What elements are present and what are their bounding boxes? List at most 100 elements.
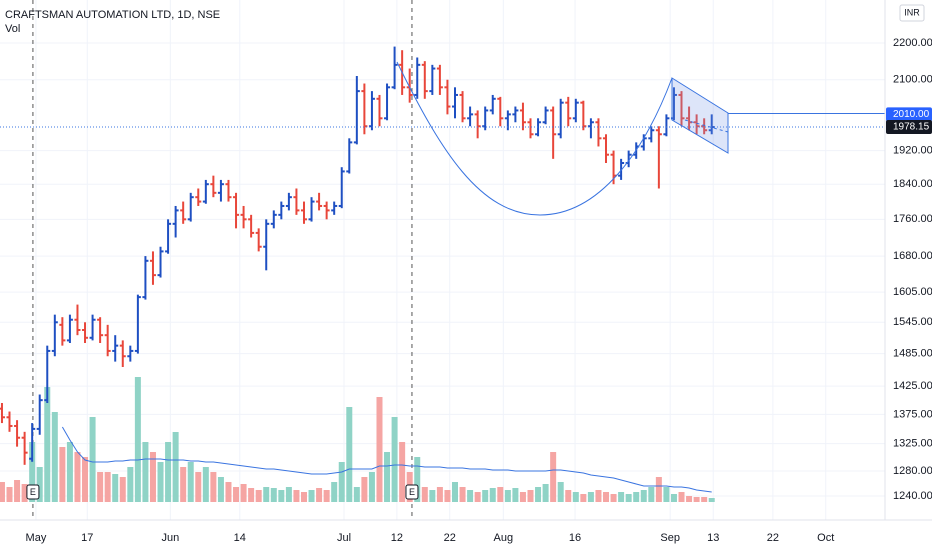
volume-bar xyxy=(648,487,655,502)
currency-box[interactable] xyxy=(899,4,925,22)
x-tick-label: 14 xyxy=(234,532,246,544)
volume-bar xyxy=(172,432,179,502)
volume-bar xyxy=(421,487,428,502)
volume-pane xyxy=(0,377,715,502)
y-tick-label: 1485.00 xyxy=(893,347,932,359)
volume-bar xyxy=(82,457,89,502)
y-tick-label: 1605.00 xyxy=(893,286,932,298)
y-tick-label: 1280.00 xyxy=(893,465,932,477)
volume-bar xyxy=(338,462,345,502)
volume-bar xyxy=(217,477,224,502)
volume-bar xyxy=(497,487,504,502)
volume-bar xyxy=(376,397,383,502)
y-tick-label: 1545.00 xyxy=(893,316,932,328)
volume-bar xyxy=(467,490,474,502)
volume-bar xyxy=(686,496,693,502)
volume-bar xyxy=(489,488,496,502)
volume-bar xyxy=(119,477,126,502)
volume-bar xyxy=(527,490,534,502)
volume-bar xyxy=(618,492,625,502)
volume-bar xyxy=(603,492,610,502)
volume-bar xyxy=(112,474,119,502)
volume-bar xyxy=(14,480,21,502)
price-axis xyxy=(885,0,932,550)
event-box xyxy=(405,484,419,500)
x-tick-label: 22 xyxy=(767,532,779,544)
x-tick-label: Sep xyxy=(660,532,680,544)
volume-bar xyxy=(580,494,587,502)
volume-bar xyxy=(308,490,315,502)
currency[interactable]: INR xyxy=(904,7,920,17)
volume-bar xyxy=(399,442,406,502)
volume-bar xyxy=(587,492,594,502)
volume-bar xyxy=(633,492,640,502)
x-tick-label: 12 xyxy=(391,532,403,544)
volume-bar xyxy=(21,484,28,502)
cup-curve xyxy=(396,61,673,216)
volume-bar xyxy=(195,472,202,502)
volume-bar xyxy=(89,417,96,502)
volume-bar xyxy=(255,490,262,502)
volume-bar xyxy=(36,467,43,502)
volume-bar xyxy=(225,482,232,502)
x-tick-label: 16 xyxy=(569,532,581,544)
volume-bar xyxy=(625,494,632,502)
volume-bar xyxy=(535,487,542,502)
volume-bar xyxy=(670,494,677,502)
volume-bar xyxy=(512,488,519,502)
x-tick-label: 22 xyxy=(444,532,456,544)
volume-bar xyxy=(436,487,443,502)
volume-bar xyxy=(270,488,277,502)
volume-bar xyxy=(557,482,564,502)
volume-bar xyxy=(663,487,670,502)
y-tick-label: 1920.00 xyxy=(893,144,932,156)
x-tick-label: Oct xyxy=(817,532,834,544)
y-tick-label: 2200.00 xyxy=(893,37,932,49)
volume-bar xyxy=(97,472,104,502)
price-label: 1978.15 xyxy=(893,122,930,133)
volume-bar xyxy=(127,467,134,502)
volume-bar xyxy=(542,484,549,502)
volume-bar xyxy=(248,488,255,502)
volume-bar xyxy=(0,482,5,502)
y-tick-label: 1760.00 xyxy=(893,213,932,225)
y-tick-label: 1325.00 xyxy=(893,438,932,450)
y-tick-label: 1840.00 xyxy=(893,178,932,190)
volume-bar xyxy=(157,462,164,502)
y-tick-label: 1680.00 xyxy=(893,250,932,262)
volume-bar xyxy=(504,490,511,502)
price-label: 2010.00 xyxy=(893,109,930,120)
volume-bar xyxy=(142,442,149,502)
volume-bar xyxy=(202,467,209,502)
chart-title: CRAFTSMAN AUTOMATION LTD, 1D, NSE xyxy=(5,9,220,21)
flag-midline xyxy=(684,119,729,133)
volume-bar xyxy=(595,490,602,502)
x-tick-label: 13 xyxy=(707,532,719,544)
volume-bar xyxy=(323,490,330,502)
volume-bar xyxy=(149,452,156,502)
y-tick-label: 1375.00 xyxy=(893,408,932,420)
volume-bar xyxy=(51,412,58,502)
volume-bar xyxy=(519,492,526,502)
x-tick-label: May xyxy=(26,532,47,544)
volume-bar xyxy=(429,490,436,502)
volume-bar xyxy=(474,492,481,502)
volume-bar xyxy=(316,488,323,502)
volume-bar xyxy=(29,442,36,502)
volume-bar xyxy=(444,490,451,502)
volume-bar xyxy=(74,452,81,502)
y-tick-label: 1240.00 xyxy=(893,490,932,502)
volume-bar xyxy=(66,442,73,502)
volume-bar xyxy=(233,487,240,502)
volume-bar xyxy=(331,482,338,502)
price-pane xyxy=(0,46,885,465)
volume-bar xyxy=(134,377,141,502)
event-label: E xyxy=(30,487,36,497)
volume-bar xyxy=(263,487,270,502)
volume-ma-line xyxy=(61,426,712,493)
volume-bar xyxy=(640,490,647,502)
x-tick-label: Jun xyxy=(161,532,179,544)
volume-bar xyxy=(701,497,708,502)
volume-bar xyxy=(550,452,557,502)
